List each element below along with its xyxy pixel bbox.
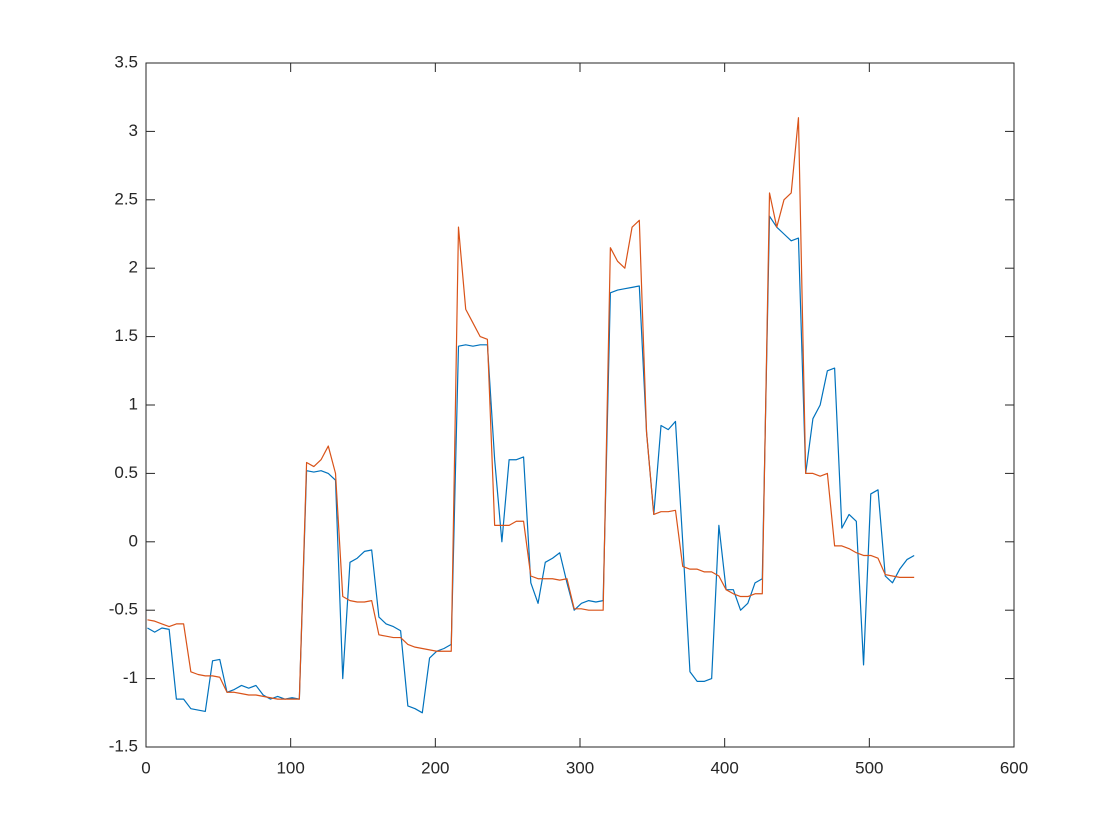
y-tick-label: -0.5 [109, 600, 138, 619]
y-tick-label: 2.5 [114, 189, 138, 208]
x-tick-label: 100 [276, 758, 304, 777]
y-tick-label: 3 [129, 121, 138, 140]
y-tick-label: -1 [123, 668, 138, 687]
plot-frame [145, 62, 1015, 748]
y-tick-label: 1.5 [114, 326, 138, 345]
x-tick-label: 400 [710, 758, 738, 777]
x-tick-label: 500 [855, 758, 883, 777]
x-tick-label: 0 [141, 758, 150, 777]
y-tick-label: 1 [129, 394, 138, 413]
y-tick-label: 3.5 [114, 52, 138, 71]
y-tick-label: 0 [129, 531, 138, 550]
x-tick-label: 300 [566, 758, 594, 777]
y-tick-label: -1.5 [109, 736, 138, 755]
data-line [147, 117, 915, 700]
x-tick-label: 600 [1000, 758, 1028, 777]
y-tick-label: 2 [129, 258, 138, 277]
data-line [147, 215, 915, 714]
x-tick-label: 200 [421, 758, 449, 777]
y-tick-label: 0.5 [114, 463, 138, 482]
